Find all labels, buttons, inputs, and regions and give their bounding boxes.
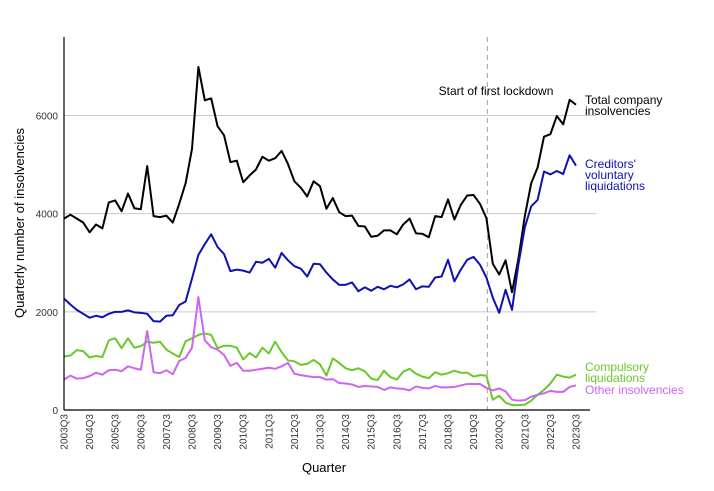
- series-line-0: [63, 65, 577, 294]
- series-lines: [63, 65, 577, 407]
- x-tick-label: 2022Q3: [546, 414, 557, 450]
- x-tick-label: 2013Q3: [316, 414, 327, 450]
- lockdown-annotation: Start of first lockdown: [439, 37, 554, 410]
- x-tick-label: 2014Q3: [341, 414, 352, 450]
- series-label-3: Other insolvencies: [585, 383, 684, 397]
- x-tick-label: 2018Q3: [444, 414, 455, 450]
- series-label-2: Compulsory liquidations: [585, 360, 649, 385]
- x-tick-label: 2019Q3: [469, 414, 480, 450]
- x-axis-title: Quarter: [302, 460, 347, 475]
- x-tick-label: 2007Q3: [162, 414, 173, 450]
- x-tick-label: 2017Q3: [418, 414, 429, 450]
- x-tick-label: 2020Q3: [495, 414, 506, 450]
- x-tick-label: 2012Q3: [290, 414, 301, 450]
- y-tick-label: 0: [52, 406, 58, 417]
- x-tick-label: 2006Q3: [136, 414, 147, 450]
- y-tick-label: 2000: [36, 308, 59, 319]
- series-label-1: Creditors' voluntary liquidations: [585, 157, 645, 193]
- y-tick-label: 6000: [36, 112, 59, 123]
- x-tick-label: 2005Q3: [111, 414, 122, 450]
- x-tick-label: 2009Q3: [213, 414, 224, 450]
- axes: [63, 37, 590, 411]
- y-tick-label: 4000: [36, 210, 59, 221]
- y-axis-title: Quarterly number of insolvencies: [12, 127, 27, 318]
- x-tick-label: 2011Q3: [264, 414, 275, 449]
- x-tick-label: 2023Q3: [572, 414, 583, 450]
- x-tick-label: 2003Q3: [60, 414, 71, 450]
- x-tick-label: 2016Q3: [392, 414, 403, 450]
- x-tick-label: 2010Q3: [239, 414, 250, 450]
- x-tick-label: 2008Q3: [188, 414, 199, 450]
- series-line-3: [63, 296, 577, 402]
- series-labels: Total company insolvencies Creditors' volun…: [585, 93, 684, 397]
- y-axis-ticks: 0 2000 4000 6000: [36, 112, 59, 417]
- series-label-0: Total company insolvencies: [585, 93, 662, 118]
- x-tick-label: 2021Q3: [520, 414, 531, 450]
- x-axis-ticks: 2003Q3 2004Q3 2005Q3 2006Q3 2007Q3 2008Q3 2009…: [60, 414, 583, 450]
- x-tick-label: 2004Q3: [85, 414, 96, 450]
- lockdown-label: Start of first lockdown: [439, 84, 554, 98]
- series-line-1: [63, 154, 577, 323]
- x-tick-label: 2015Q3: [367, 414, 378, 450]
